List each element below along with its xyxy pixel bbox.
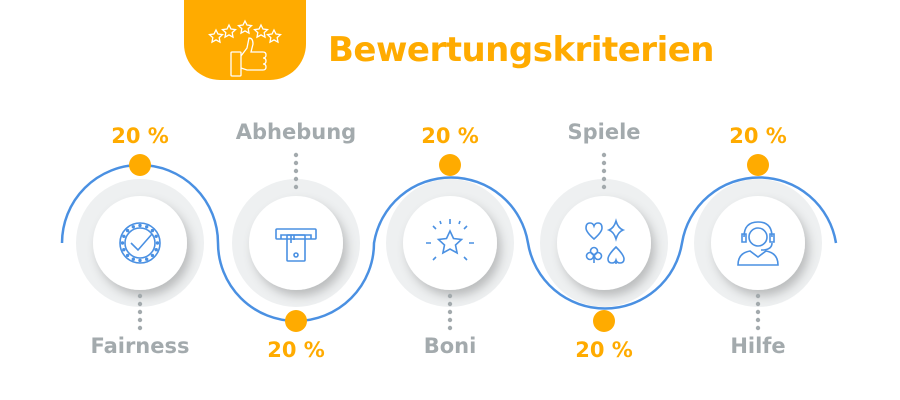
dotted-connector	[755, 325, 761, 331]
dotted-connector	[601, 160, 607, 166]
percent-label: 20 %	[421, 124, 479, 148]
dotted-connector	[137, 309, 143, 315]
dotted-connector	[293, 160, 299, 166]
fairness-check-icon	[119, 222, 161, 264]
dotted-connector	[755, 301, 761, 307]
percent-label: 20 %	[575, 338, 633, 362]
dotted-connector	[447, 317, 453, 323]
atm-card-icon	[275, 228, 317, 262]
criterion-node	[93, 196, 187, 290]
dotted-connector	[755, 293, 761, 299]
page-title: Bewertungskriterien	[328, 30, 714, 70]
dotted-connector	[601, 184, 607, 190]
criterion-name: Boni	[423, 334, 477, 358]
percent-marker-dot	[129, 154, 151, 176]
criterion-node	[557, 196, 651, 290]
dotted-connector	[755, 317, 761, 323]
dotted-connector	[293, 152, 299, 158]
percent-marker-dot	[747, 154, 769, 176]
percent-label: 20 %	[729, 124, 787, 148]
header-badge	[184, 0, 306, 80]
dotted-connector	[293, 176, 299, 182]
percent-marker-dot	[593, 310, 615, 332]
dotted-connector	[137, 301, 143, 307]
dotted-connector	[447, 293, 453, 299]
dotted-connector	[601, 176, 607, 182]
criterion-name: Abhebung	[235, 120, 357, 144]
criterion-node	[403, 196, 497, 290]
percent-label: 20 %	[111, 124, 169, 148]
percent-marker-dot	[285, 310, 307, 332]
dotted-connector	[137, 293, 143, 299]
dotted-connector	[601, 152, 607, 158]
star-burst-icon	[426, 219, 474, 261]
criterion-name: Hilfe	[730, 334, 786, 358]
dotted-connector	[447, 301, 453, 307]
card-suits-icon	[585, 218, 626, 264]
dotted-connector	[447, 309, 453, 315]
percent-label: 20 %	[267, 338, 325, 362]
stars-thumbs-up-icon	[208, 19, 282, 77]
dotted-connector	[293, 168, 299, 174]
criterion-node	[249, 196, 343, 290]
criterion-name: Fairness	[90, 334, 190, 358]
criterion-name: Spiele	[567, 120, 641, 144]
dotted-connector	[137, 317, 143, 323]
dotted-connector	[137, 325, 143, 331]
support-agent-icon	[737, 221, 779, 266]
percent-marker-dot	[439, 154, 461, 176]
dotted-connector	[755, 309, 761, 315]
dotted-connector	[447, 325, 453, 331]
dotted-connector	[601, 168, 607, 174]
dotted-connector	[293, 184, 299, 190]
connector-path	[60, 163, 838, 323]
criterion-node	[711, 196, 805, 290]
